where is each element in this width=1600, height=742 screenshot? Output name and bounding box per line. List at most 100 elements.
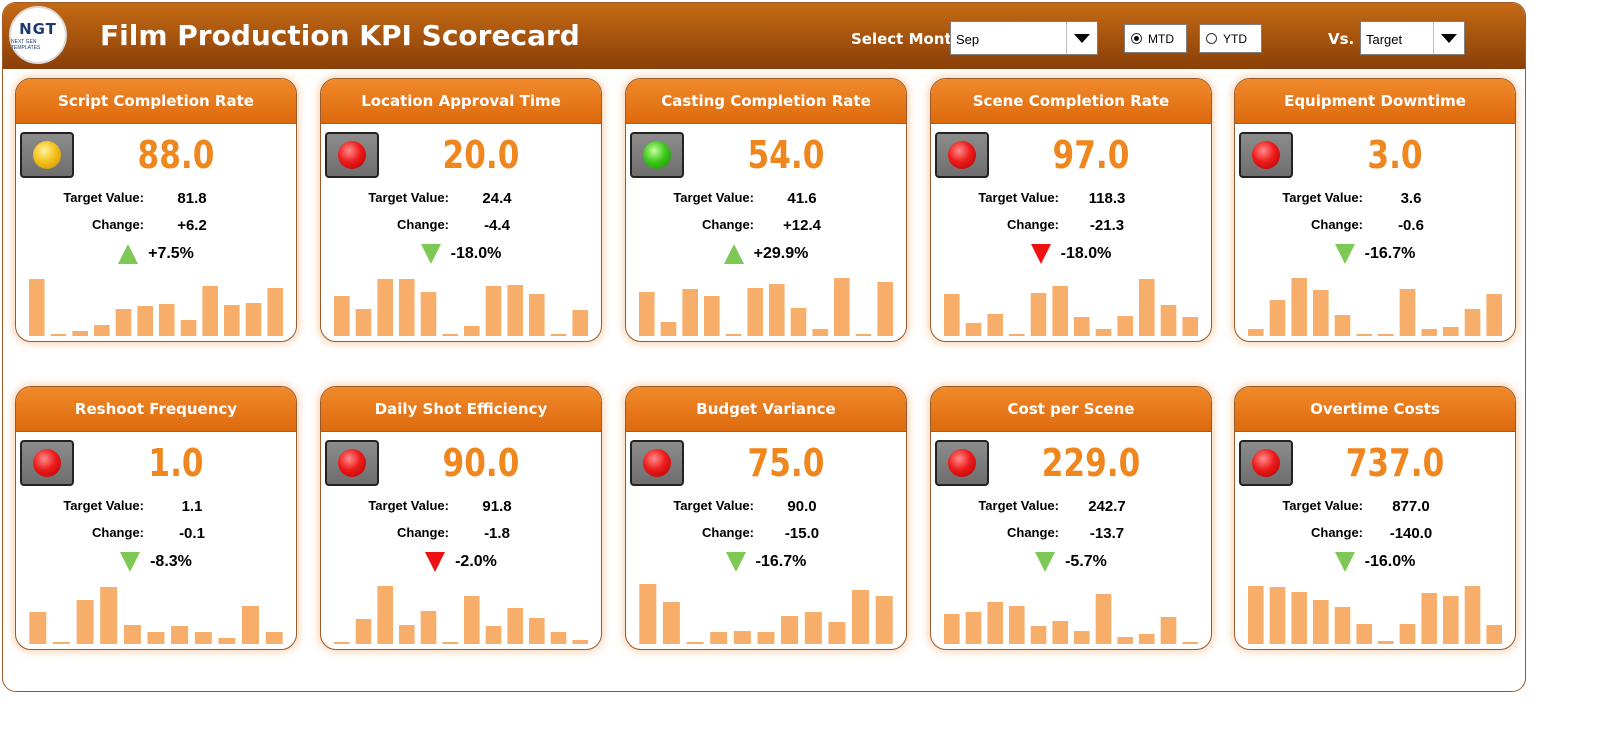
change-label: Change: <box>702 525 754 540</box>
sparkline-bar <box>747 288 763 336</box>
sparkline-bar <box>682 289 698 336</box>
kpi-card: Cost per Scene 229.0 Target Value: 242.7 Cha… <box>930 386 1212 650</box>
target-value: 3.6 <box>1400 190 1422 207</box>
arrow-down-icon <box>1030 244 1051 264</box>
kpi-value: 737.0 <box>1345 441 1445 485</box>
change-percent-row: -16.7% <box>1235 244 1515 264</box>
sparkline-bar <box>529 618 545 644</box>
status-light <box>630 440 684 486</box>
kpi-value: 3.0 <box>1367 133 1423 177</box>
target-value: 118.3 <box>1088 190 1126 207</box>
sparkline-bar <box>1074 631 1090 644</box>
sparkline-bar <box>94 325 110 336</box>
kpi-title: Scene Completion Rate <box>931 79 1211 124</box>
target-label: Target Value: <box>978 498 1059 513</box>
sparkline-bar <box>965 323 982 336</box>
traffic-light-icon <box>948 449 976 477</box>
sparkline-bar <box>1160 305 1177 336</box>
change-percent: -18.0% <box>450 245 502 262</box>
sparkline-bar <box>639 584 657 644</box>
sparkline-bar <box>194 632 212 644</box>
sparkline-bar <box>834 278 850 336</box>
sparkline-bar <box>1443 596 1459 644</box>
traffic-light-icon <box>338 449 366 477</box>
sparkline-bar <box>855 334 872 336</box>
sparkline-bar <box>987 314 1003 336</box>
sparkline-bar <box>1248 586 1264 644</box>
sparkline-bar-chart <box>639 584 893 644</box>
traffic-light-icon <box>33 449 61 477</box>
change-percent: +29.9% <box>753 245 809 262</box>
sparkline-bar <box>1095 594 1112 644</box>
sparkline-bar <box>1356 624 1372 644</box>
kpi-card: Budget Variance 75.0 Target Value: 90.0 Chan… <box>625 386 907 650</box>
sparkline-bar <box>828 622 846 644</box>
change-percent-row: -18.0% <box>931 244 1211 264</box>
change-value: -21.3 <box>1089 217 1125 234</box>
sparkline-bar <box>442 334 458 336</box>
traffic-light-icon <box>643 449 671 477</box>
sparkline-bar <box>639 292 655 336</box>
target-label: Target Value: <box>368 190 449 205</box>
change-value: -0.1 <box>179 525 205 542</box>
change-value: -140.0 <box>1389 525 1433 542</box>
sparkline-bar <box>242 606 259 644</box>
change-percent: +7.5% <box>148 245 194 262</box>
kpi-value: 97.0 <box>1052 133 1130 177</box>
ytd-radio[interactable]: YTD <box>1199 24 1262 53</box>
mtd-radio-label: MTD <box>1148 31 1174 46</box>
target-label: Target Value: <box>1282 190 1363 205</box>
change-percent: -2.0% <box>455 553 497 570</box>
status-light <box>630 132 684 178</box>
change-percent: -8.3% <box>150 553 192 570</box>
change-label: Change: <box>397 217 449 232</box>
arrow-down-icon <box>420 244 441 264</box>
month-dropdown[interactable]: Sep <box>950 21 1098 55</box>
sparkline-bar <box>710 632 728 644</box>
sparkline-bar <box>1030 626 1047 644</box>
sparkline-bar <box>529 294 545 336</box>
sparkline-bar <box>399 625 415 644</box>
change-value: -13.7 <box>1089 525 1125 542</box>
sparkline-bar <box>944 294 960 336</box>
target-value: 81.8 <box>177 190 207 207</box>
traffic-light-icon <box>1252 449 1280 477</box>
sparkline-bar <box>1052 621 1068 644</box>
arrow-down-icon <box>725 552 746 572</box>
sparkline-bar <box>1378 641 1394 644</box>
sparkline-bar <box>1030 293 1047 336</box>
sparkline-bar <box>1009 606 1025 644</box>
target-label: Target Value: <box>978 190 1059 205</box>
kpi-title: Equipment Downtime <box>1235 79 1515 124</box>
target-value: 41.6 <box>787 190 817 207</box>
sparkline-bar <box>987 602 1003 644</box>
traffic-light-icon <box>1252 141 1280 169</box>
vs-dropdown-value: Target <box>1366 32 1403 47</box>
sparkline-bar <box>50 334 67 336</box>
chevron-down-icon[interactable] <box>1066 22 1097 54</box>
sparkline-bar <box>965 612 982 644</box>
sparkline-bar <box>704 296 720 336</box>
sparkline-bar <box>572 310 588 336</box>
sparkline-bar <box>123 625 141 644</box>
sparkline-bar <box>1139 634 1155 644</box>
arrow-down-icon <box>1334 552 1355 572</box>
sparkline-bar <box>757 632 775 644</box>
sparkline-bar-chart <box>334 586 588 644</box>
chevron-down-icon[interactable] <box>1433 22 1464 54</box>
vs-dropdown[interactable]: Target <box>1360 21 1465 55</box>
target-value: 90.0 <box>787 498 817 515</box>
sparkline-bar <box>1269 587 1286 644</box>
sparkline-bar <box>485 286 502 336</box>
radio-unselected-icon[interactable] <box>1206 33 1217 44</box>
sparkline-bar <box>464 326 480 336</box>
change-percent: -18.0% <box>1060 245 1112 262</box>
mtd-radio[interactable]: MTD <box>1124 24 1187 53</box>
sparkline-bar <box>442 642 458 644</box>
header-bar: NGT NEXT GEN TEMPLATES Film Production K… <box>3 3 1525 69</box>
kpi-card: Script Completion Rate 88.0 Target Value: 8… <box>15 78 297 342</box>
sparkline-bar <box>1334 607 1351 644</box>
sparkline-bar <box>1464 309 1481 336</box>
sparkline-bar <box>1313 600 1329 644</box>
radio-selected-icon[interactable] <box>1131 33 1142 44</box>
